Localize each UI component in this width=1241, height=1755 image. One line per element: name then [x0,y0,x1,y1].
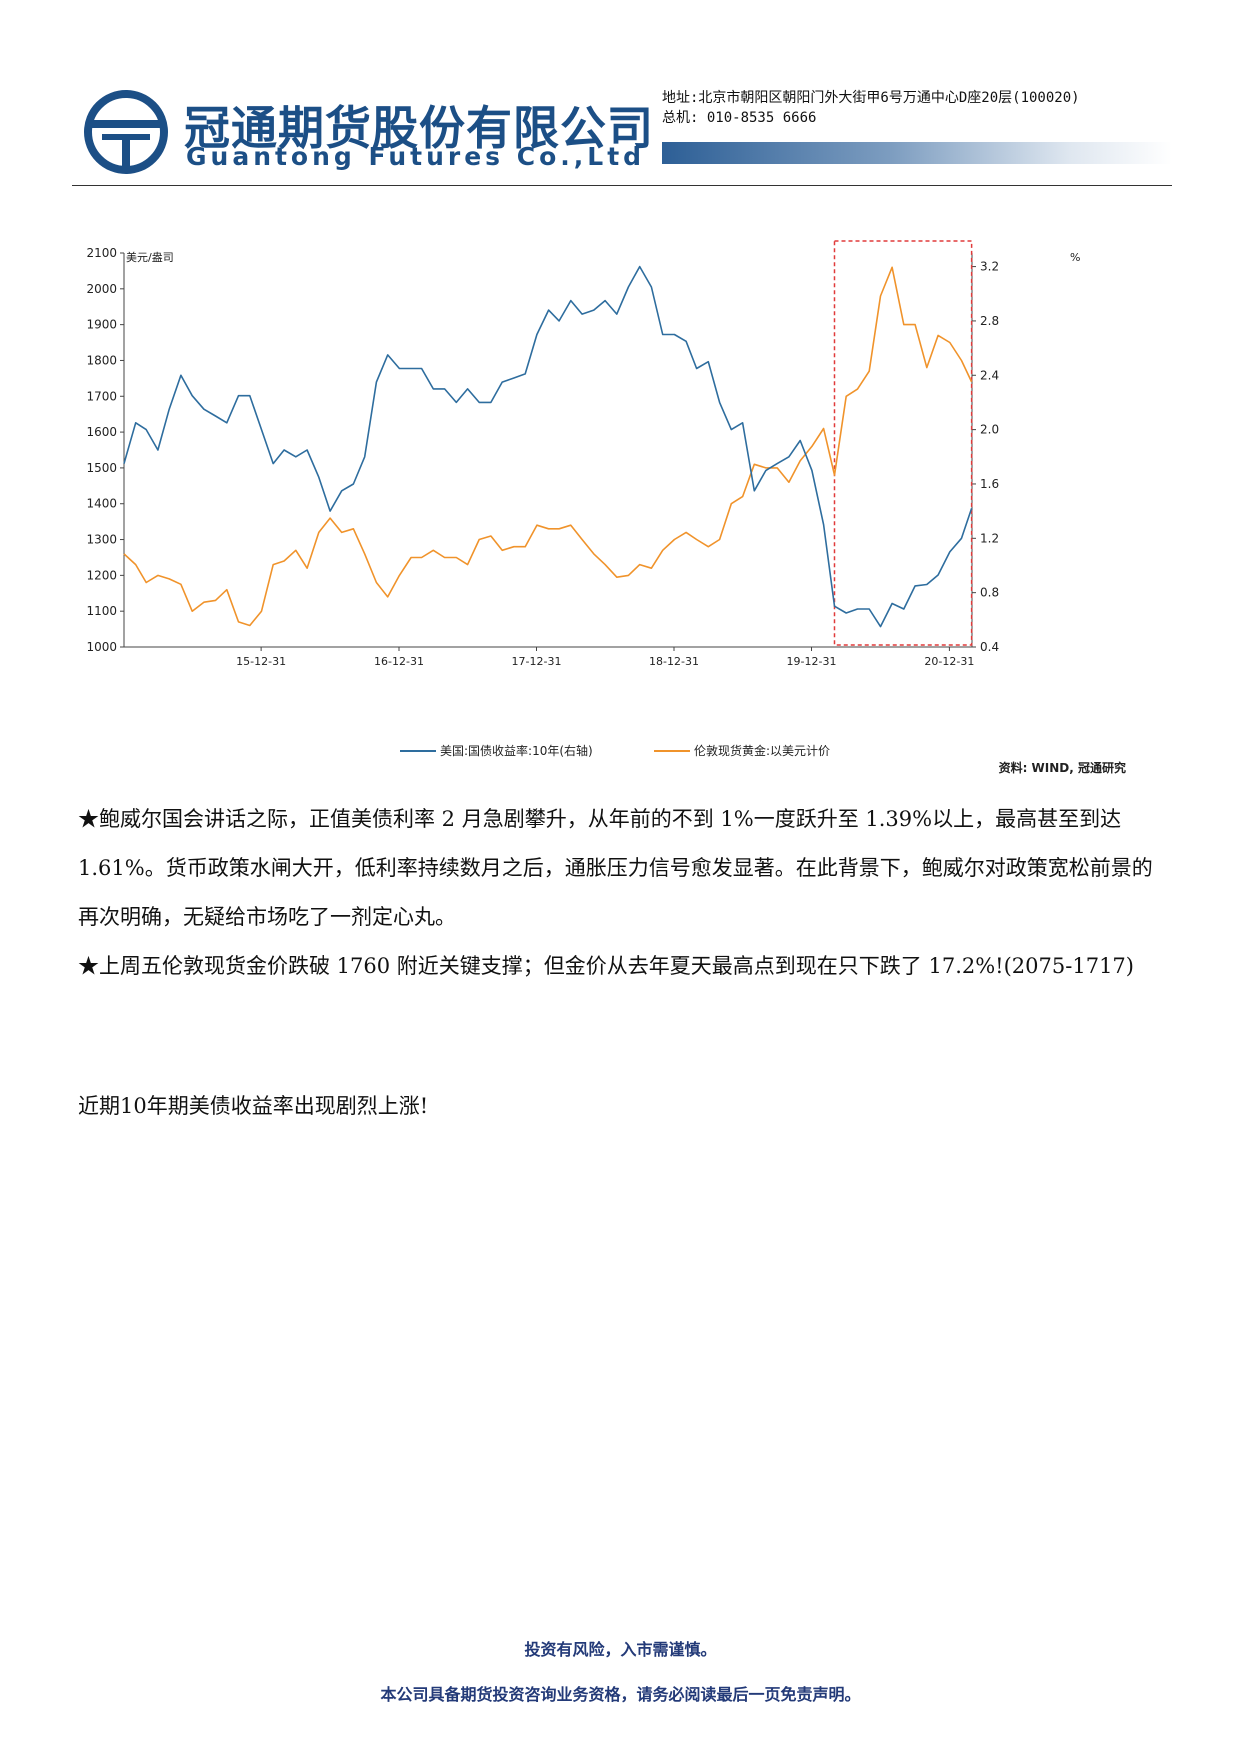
y-tick-label-right: 3.2 [980,260,999,274]
article-body: ★鲍威尔国会讲话之际，正值美债利率 2 月急剧攀升，从年前的不到 1%一度跃升至… [78,795,1163,991]
y-tick-label-right: 0.8 [980,586,999,600]
chart-axes: 1000 1100 1200 1300 1400 1500 1600 1700 1800 1900… [86,246,999,668]
disclaimer-notice: 本公司具备期货投资咨询业务资格，请务必阅读最后一页免责声明。 [380,1685,861,1704]
paragraph-lead: 近期10年期美债收益率出现剧烈上涨! [78,1094,429,1118]
paragraph-1: ★鲍威尔国会讲话之际，正值美债利率 2 月急剧攀升，从年前的不到 1%一度跃升至… [78,807,1153,929]
x-tick-label: 19-12-31 [787,655,837,668]
address-text: 地址:北京市朝阳区朝阳门外大街甲6号万通中心D座20层(100020) [662,90,1080,106]
legend: 美国:国债收益率:10年(右轴) 伦敦现货黄金:以美元计价 [400,743,830,758]
highlight-layer [833,240,973,646]
y-axis-left-label: 美元/盎司 [126,250,174,264]
y-tick-label-left: 1000 [86,640,117,654]
company-name-cn: 冠通期货股份有限公司 [184,101,654,155]
x-tick-label: 20-12-31 [924,655,974,668]
y-tick-label-right: 2.4 [980,368,999,382]
y-axis-right-label: % [1070,251,1080,264]
header-gradient-bar [662,142,1172,164]
company-name-en: Guantong Futures Co.,Ltd [186,142,646,171]
y-tick-label-left: 1600 [86,425,117,439]
legend-label-gold: 伦敦现货黄金:以美元计价 [694,743,830,758]
y-tick-label-right: 2.0 [980,423,999,437]
series-layer [123,265,973,628]
y-tick-label-left: 2000 [86,282,117,296]
gold-vs-treasury-chart: 1000 1100 1200 1300 1400 1500 1600 1700 1800 1900… [82,235,1152,780]
page-header: 冠通期货股份有限公司 Guantong Futures Co.,Ltd 地址:北… [72,70,1172,195]
header-divider [72,185,1172,186]
y-tick-label-left: 1300 [86,533,117,547]
y-tick-label-left: 1100 [86,604,117,618]
y-tick-label-left: 1400 [86,497,117,511]
highlight-box [833,240,973,646]
y-tick-label-left: 2100 [86,246,117,260]
y-tick-label-left: 1500 [86,461,117,475]
phone-text: 总机: 010-8535 6666 [662,110,817,126]
y-tick-label-right: 1.2 [980,531,999,545]
chart-svg: 1000 1100 1200 1300 1400 1500 1600 1700 1800 1900… [86,240,1126,775]
x-tick-label: 17-12-31 [512,655,562,668]
x-tick-label: 18-12-31 [649,655,699,668]
y-tick-label-right: 2.8 [980,314,999,328]
paragraph-2: ★上周五伦敦现货金价跌破 1760 附近关键支撑；但金价从去年夏天最高点到现在只… [78,954,1134,978]
x-tick-label: 15-12-31 [236,655,286,668]
contact-info: 地址:北京市朝阳区朝阳门外大街甲6号万通中心D座20层(100020) 总机: … [662,88,1080,128]
legend-label-treasury: 美国:国债收益率:10年(右轴) [440,743,593,758]
y-tick-label-right: 0.4 [980,640,999,654]
risk-warning: 投资有风险，入市需谨慎。 [524,1640,717,1659]
y-tick-label-left: 1700 [86,389,117,403]
x-tick-label: 16-12-31 [374,655,424,668]
y-tick-label-left: 1200 [86,568,117,582]
y-tick-label-right: 1.6 [980,477,999,491]
chart-source: 资料: WIND, 冠通研究 [999,760,1126,775]
y-tick-label-left: 1800 [86,353,117,367]
treasury-yield-line [123,265,973,628]
y-tick-label-left: 1900 [86,318,117,332]
company-logo-icon [84,90,168,174]
gold-price-line [123,266,973,627]
